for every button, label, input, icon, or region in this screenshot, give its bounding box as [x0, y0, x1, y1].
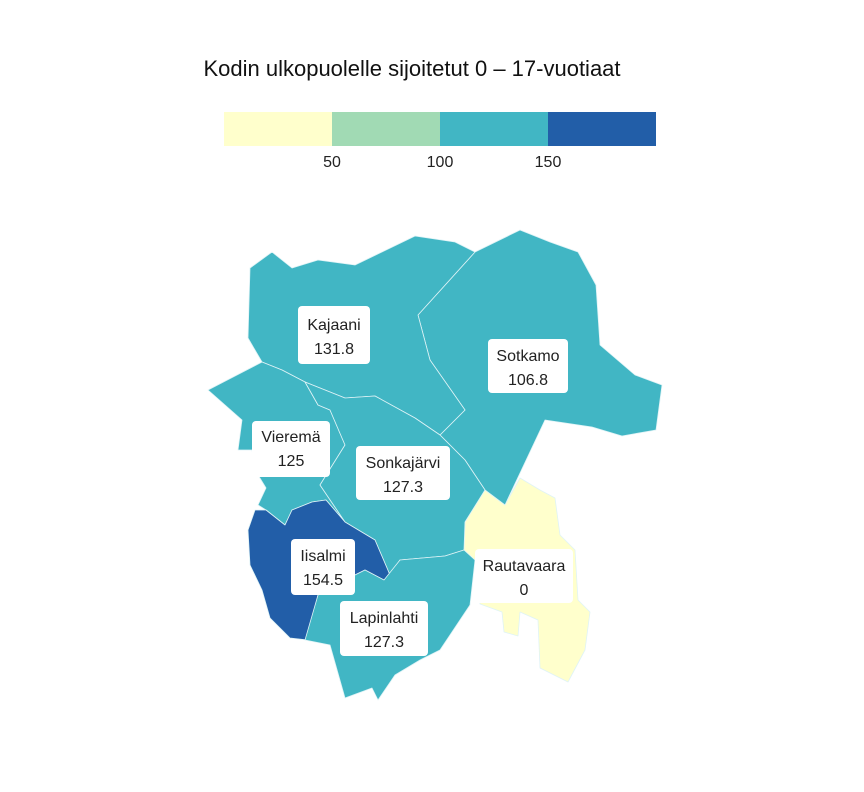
label-rautavaara-name: Rautavaara [483, 558, 566, 575]
label-sotkamo-name: Sotkamo [496, 348, 559, 365]
label-kajaani: Kajaani 131.8 [298, 306, 370, 364]
label-sonkajarvi-name: Sonkajärvi [366, 455, 441, 472]
label-vierema-value: 125 [278, 453, 305, 470]
label-sotkamo-value: 106.8 [508, 372, 548, 389]
label-sonkajarvi: Sonkajärvi 127.3 [356, 446, 450, 500]
legend-bin-0 [224, 112, 332, 146]
legend-bin-2 [440, 112, 548, 146]
label-iisalmi-value: 154.5 [303, 572, 343, 589]
legend-bin-3 [548, 112, 656, 146]
label-sotkamo: Sotkamo 106.8 [488, 339, 568, 393]
color-legend [224, 112, 656, 146]
label-kajaani-value: 131.8 [314, 341, 354, 358]
label-iisalmi: Iisalmi 154.5 [291, 539, 355, 595]
legend-tick-50: 50 [323, 154, 341, 171]
label-kajaani-name: Kajaani [307, 317, 360, 334]
map-title: Kodin ulkopuolelle sijoitetut 0 – 17-vuo… [203, 56, 621, 81]
legend-tick-100: 100 [426, 154, 454, 171]
legend-bin-1 [332, 112, 440, 146]
label-iisalmi-name: Iisalmi [300, 548, 345, 565]
label-rautavaara: Rautavaara 0 [475, 549, 573, 603]
label-lapinlahti-value: 127.3 [364, 634, 404, 651]
label-lapinlahti: Lapinlahti 127.3 [340, 601, 428, 656]
label-sonkajarvi-value: 127.3 [383, 479, 423, 496]
legend-tick-150: 150 [534, 154, 562, 171]
label-vierema-name: Vieremä [261, 429, 320, 446]
label-vierema: Vieremä 125 [252, 421, 330, 477]
label-rautavaara-value: 0 [520, 582, 529, 599]
label-lapinlahti-name: Lapinlahti [350, 610, 419, 627]
